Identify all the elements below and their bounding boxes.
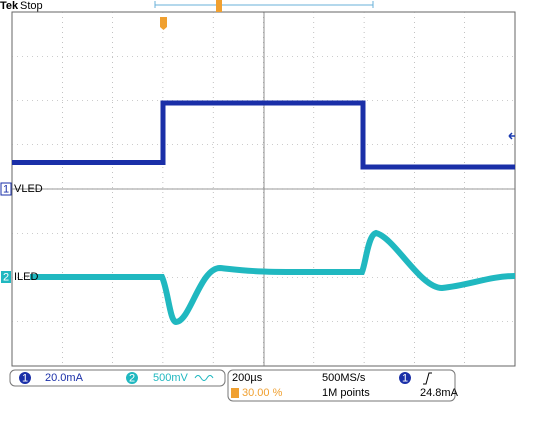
ch2-waveform xyxy=(30,229,516,326)
trigger-slope-icon xyxy=(423,372,432,385)
ch2-badge xyxy=(126,372,138,384)
ch1-badge-number: 1 xyxy=(22,372,28,384)
graticule xyxy=(12,12,515,366)
channel-readout xyxy=(9,369,226,387)
timebase-readout xyxy=(227,369,456,402)
ch2-badge-number: 2 xyxy=(129,372,135,384)
brand: Tek xyxy=(0,0,19,12)
acq-state: Stop xyxy=(20,0,43,12)
trigger-pos-icon xyxy=(231,388,239,398)
ch2-marker xyxy=(1,271,11,283)
ch1-badge xyxy=(19,372,31,384)
ch2-bw-icon xyxy=(194,375,214,381)
ch1-marker-number: 1 xyxy=(3,183,9,195)
ch2-marker-number: 2 xyxy=(3,271,9,283)
trigger-marker xyxy=(160,17,167,30)
ch1-label: VLED xyxy=(14,183,43,195)
ch2-scale: 500mV xyxy=(153,372,189,384)
record-length: 1M points xyxy=(322,387,370,399)
trigger-source-badge xyxy=(399,372,411,384)
ch2-label: ILED xyxy=(14,271,39,283)
trigger-level: 24.8mA xyxy=(420,387,459,399)
ch1-scale: 20.0mA xyxy=(45,372,84,384)
record-bracket xyxy=(154,1,374,8)
sample-rate: 500MS/s xyxy=(322,372,366,384)
trigger-position-marker xyxy=(216,0,222,12)
timebase: 200µs xyxy=(232,372,263,384)
ch1-marker xyxy=(0,182,12,196)
trigger-position: 30.00 % xyxy=(242,387,283,399)
trigger-level-arrow xyxy=(508,132,515,140)
trigger-source: 1 xyxy=(402,372,408,384)
ch1-waveform xyxy=(12,100,515,170)
